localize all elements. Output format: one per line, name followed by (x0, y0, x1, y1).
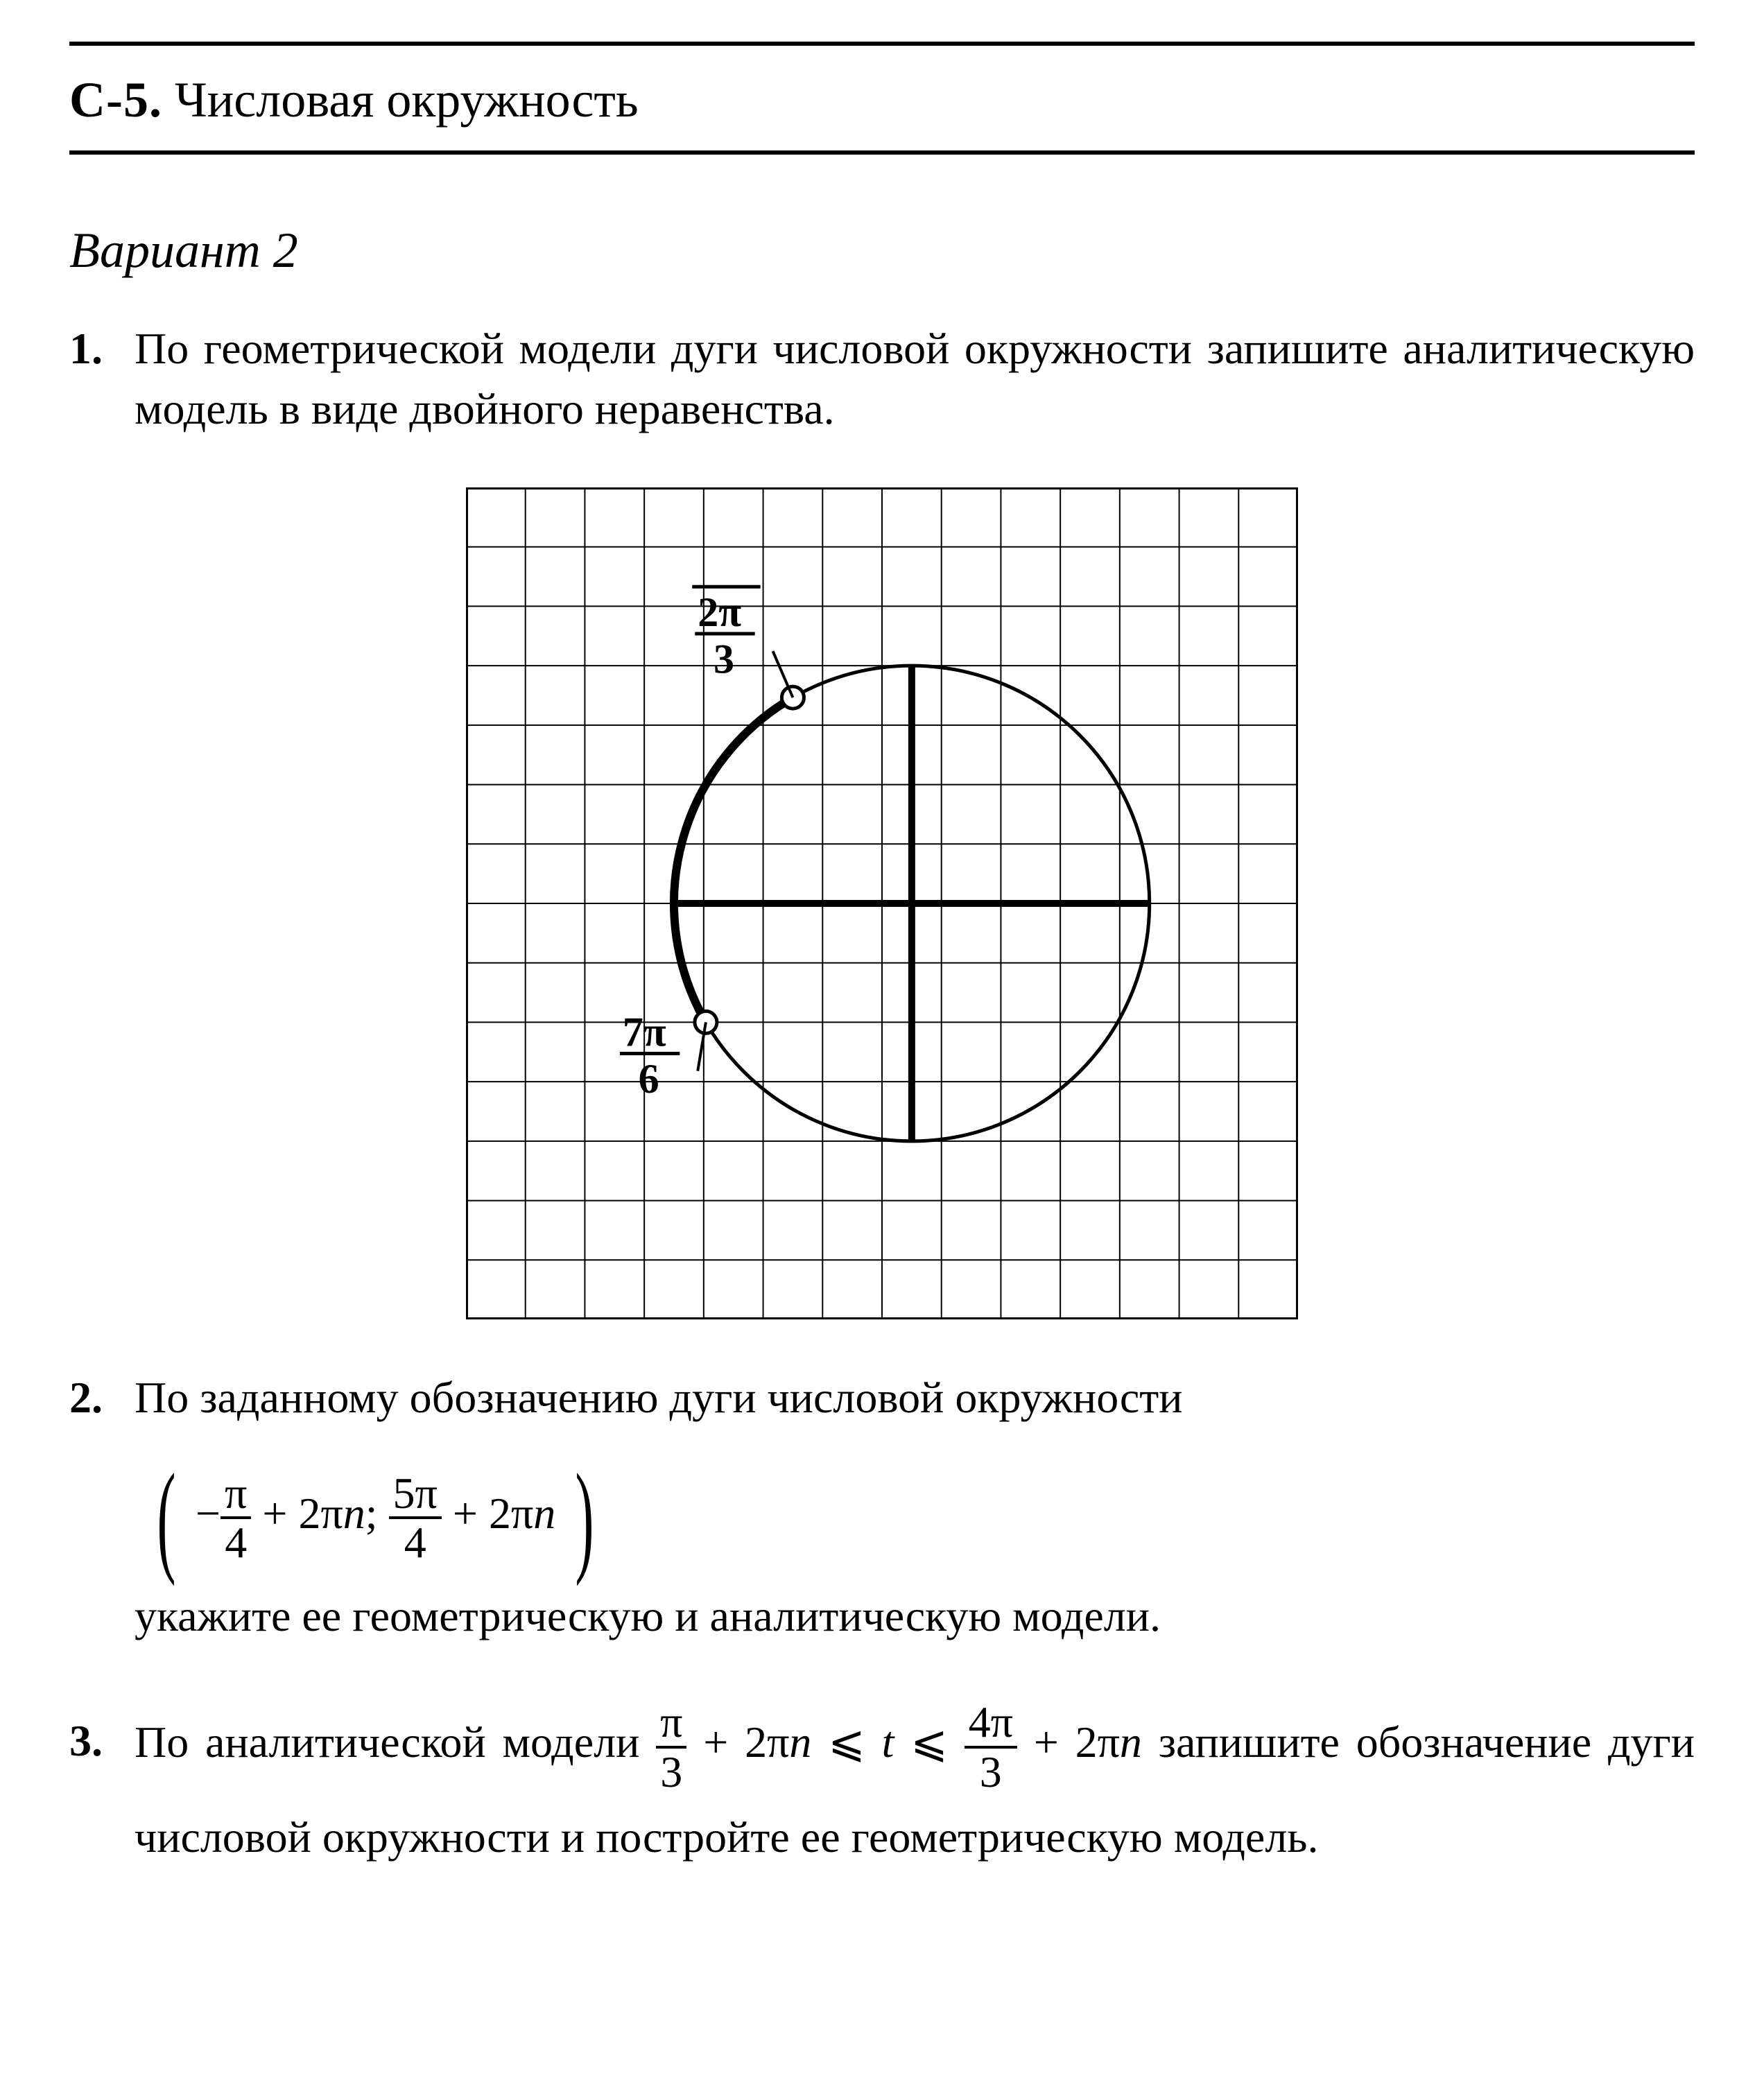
svg-text:3: 3 (714, 636, 734, 682)
p2-n1: n (343, 1488, 365, 1537)
p2-frac-a: π4 (220, 1470, 251, 1566)
figure-wrap: 2π3 7π6 (69, 460, 1695, 1368)
section-title: Числовая окружность (175, 72, 639, 128)
p2-plus1: + 2π (251, 1488, 343, 1537)
problem-2: 2. По заданному обозначению дуги числово… (69, 1368, 1695, 1448)
problem-1-number: 1. (69, 319, 114, 379)
p2-a-neg: − (196, 1488, 220, 1537)
p2-sep: ; (365, 1488, 389, 1537)
problem-3-number: 3. (69, 1699, 114, 1783)
problem-2-tail-text: укажите ее геометрическую и аналитическу… (135, 1586, 1695, 1646)
problem-2-number: 2. (69, 1368, 114, 1428)
problem-2-tail: 0. укажите ее геометрическую и аналитиче… (69, 1586, 1695, 1667)
problem-1-text: По геометрической модели дуги числовой о… (135, 319, 1695, 439)
section-number: С-5. (69, 72, 162, 128)
problem-1: 1. По геометрической модели дуги числово… (69, 319, 1695, 460)
svg-text:6: 6 (639, 1056, 659, 1102)
p2-plus2: + 2π (442, 1488, 533, 1537)
variant-label: Вариант 2 (69, 155, 1695, 319)
section-heading: С-5. Числовая окружность (69, 46, 1695, 150)
problem-2-lead: По заданному обозначению дуги числовой о… (135, 1368, 1695, 1428)
p2-frac-b: 5π4 (389, 1470, 442, 1566)
problem-3-text: По аналитической модели π3 + 2πn ⩽ t ⩽ 4… (135, 1699, 1695, 1879)
p3-inequality: π3 + 2πn ⩽ t ⩽ 4π3 + 2πn (656, 1717, 1159, 1767)
problem-3: 3. По аналитической модели π3 + 2πn ⩽ t … (69, 1699, 1695, 1900)
p3-pre: По аналитической модели (135, 1717, 656, 1767)
svg-text:7π: 7π (623, 1009, 666, 1055)
p2-n2: n (533, 1488, 555, 1537)
unit-circle-figure: 2π3 7π6 (466, 487, 1298, 1319)
problem-2-interval: ( −π4 + 2πn; 5π4 + 2πn ) (69, 1449, 1695, 1586)
svg-text:2π: 2π (698, 589, 741, 635)
